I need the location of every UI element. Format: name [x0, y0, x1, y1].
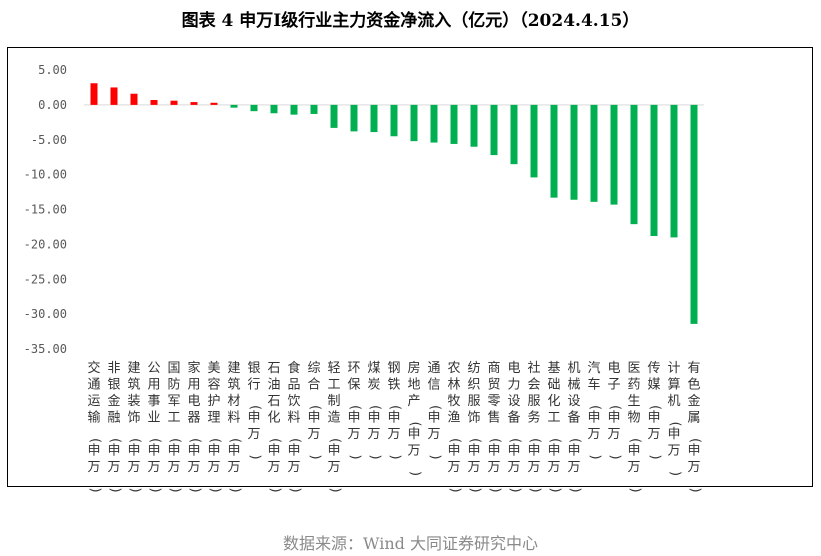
bar — [450, 104, 458, 144]
x-category-label: 建筑装饰(申万) — [127, 361, 142, 493]
data-source-note: 数据来源：Wind 大同证券研究中心 — [283, 534, 538, 553]
bar — [510, 104, 518, 165]
bar — [230, 104, 238, 108]
bar — [310, 104, 318, 114]
x-category-label: 医药生物(申万) — [627, 361, 642, 493]
x-category-label: 电子(申万) — [607, 361, 622, 460]
x-category-label: 社会服务(申万) — [527, 360, 542, 493]
x-category-label: 机械设备(申万) — [567, 361, 582, 493]
x-category-label: 电力设备(申万) — [507, 361, 522, 493]
bar — [410, 104, 418, 142]
x-category-label: 煤炭(申万) — [367, 361, 382, 460]
bar — [90, 83, 98, 105]
y-tick-label: 5.00 — [38, 63, 67, 77]
y-tick-label: -25.00 — [24, 272, 67, 286]
x-category-label: 有色金属(申万) — [687, 361, 702, 493]
x-category-label: 环保(申万) — [347, 361, 362, 460]
bar — [530, 104, 538, 178]
bar — [330, 104, 338, 128]
x-category-label: 计算机(申万) — [667, 361, 682, 476]
x-category-label: 建筑材料(申万) — [227, 361, 242, 493]
bar — [630, 104, 638, 225]
bar — [390, 104, 398, 137]
x-category-label: 钢铁(申万) — [387, 361, 402, 460]
bar — [370, 104, 378, 133]
bar — [130, 93, 138, 105]
x-category-label: 美容护理(申万) — [207, 361, 222, 493]
x-category-label: 家用电器(申万) — [187, 360, 202, 493]
y-axis: 5.00 0.00 -5.00 -10.00 -15.00 -20.00 -25.00 -30… — [24, 63, 67, 356]
y-tick-label: -30.00 — [24, 307, 67, 321]
bar — [670, 104, 678, 238]
y-tick-label: -35.00 — [24, 342, 67, 356]
bar — [650, 104, 658, 237]
bar — [150, 99, 158, 105]
bar — [690, 104, 698, 324]
bar — [290, 104, 298, 115]
bar — [210, 102, 218, 105]
x-category-label: 通信(申万) — [427, 361, 442, 460]
x-category-label: 传媒(申万) — [647, 361, 662, 460]
x-category-label: 轻工制造(申万) — [327, 361, 342, 493]
bar — [250, 104, 258, 112]
chart-frame — [7, 47, 813, 487]
x-category-label: 商贸零售(申万) — [487, 361, 502, 493]
x-category-label: 农林牧渔(申万) — [447, 361, 462, 493]
x-category-label: 汽车(申万) — [587, 361, 602, 460]
x-category-label: 基础化工(申万) — [547, 361, 562, 493]
x-category-label: 公用事业(申万) — [147, 361, 162, 493]
x-axis-labels: 交通运输(申万) 非银金融(申万) 建筑装饰(申万) 公用事业(申万) 国防军工(申万)… — [87, 360, 702, 493]
bar — [110, 87, 118, 105]
x-category-label: 石油石化(申万) — [267, 361, 282, 493]
x-category-label: 房地产(申万) — [407, 360, 422, 476]
y-tick-label: -15.00 — [24, 203, 67, 217]
bar — [190, 102, 198, 105]
bar — [350, 104, 358, 132]
bar — [550, 104, 558, 198]
y-tick-label: -10.00 — [24, 168, 67, 182]
x-category-label: 纺织服饰(申万) — [467, 361, 482, 493]
chart-title: 图表 4 申万I级行业主力资金净流入（亿元）（2024.4.15） — [181, 11, 640, 31]
bar — [270, 104, 278, 114]
bar — [470, 104, 478, 147]
x-category-label: 综合(申万) — [307, 361, 322, 460]
y-tick-label: -20.00 — [24, 237, 67, 251]
x-category-label: 国防军工(申万) — [167, 361, 182, 493]
bar — [430, 104, 438, 143]
y-tick-label: 0.00 — [38, 98, 67, 112]
bars-group — [90, 83, 698, 324]
bar — [490, 104, 498, 156]
bar — [570, 104, 578, 200]
x-category-label: 非银金融(申万) — [107, 361, 122, 493]
x-category-label: 银行(申万) — [247, 361, 262, 460]
x-category-label: 食品饮料(申万) — [287, 360, 302, 493]
bar — [610, 104, 618, 205]
x-category-label: 交通运输(申万) — [87, 360, 102, 493]
bar — [590, 104, 598, 202]
bar — [170, 100, 178, 105]
y-tick-label: -5.00 — [31, 133, 67, 147]
